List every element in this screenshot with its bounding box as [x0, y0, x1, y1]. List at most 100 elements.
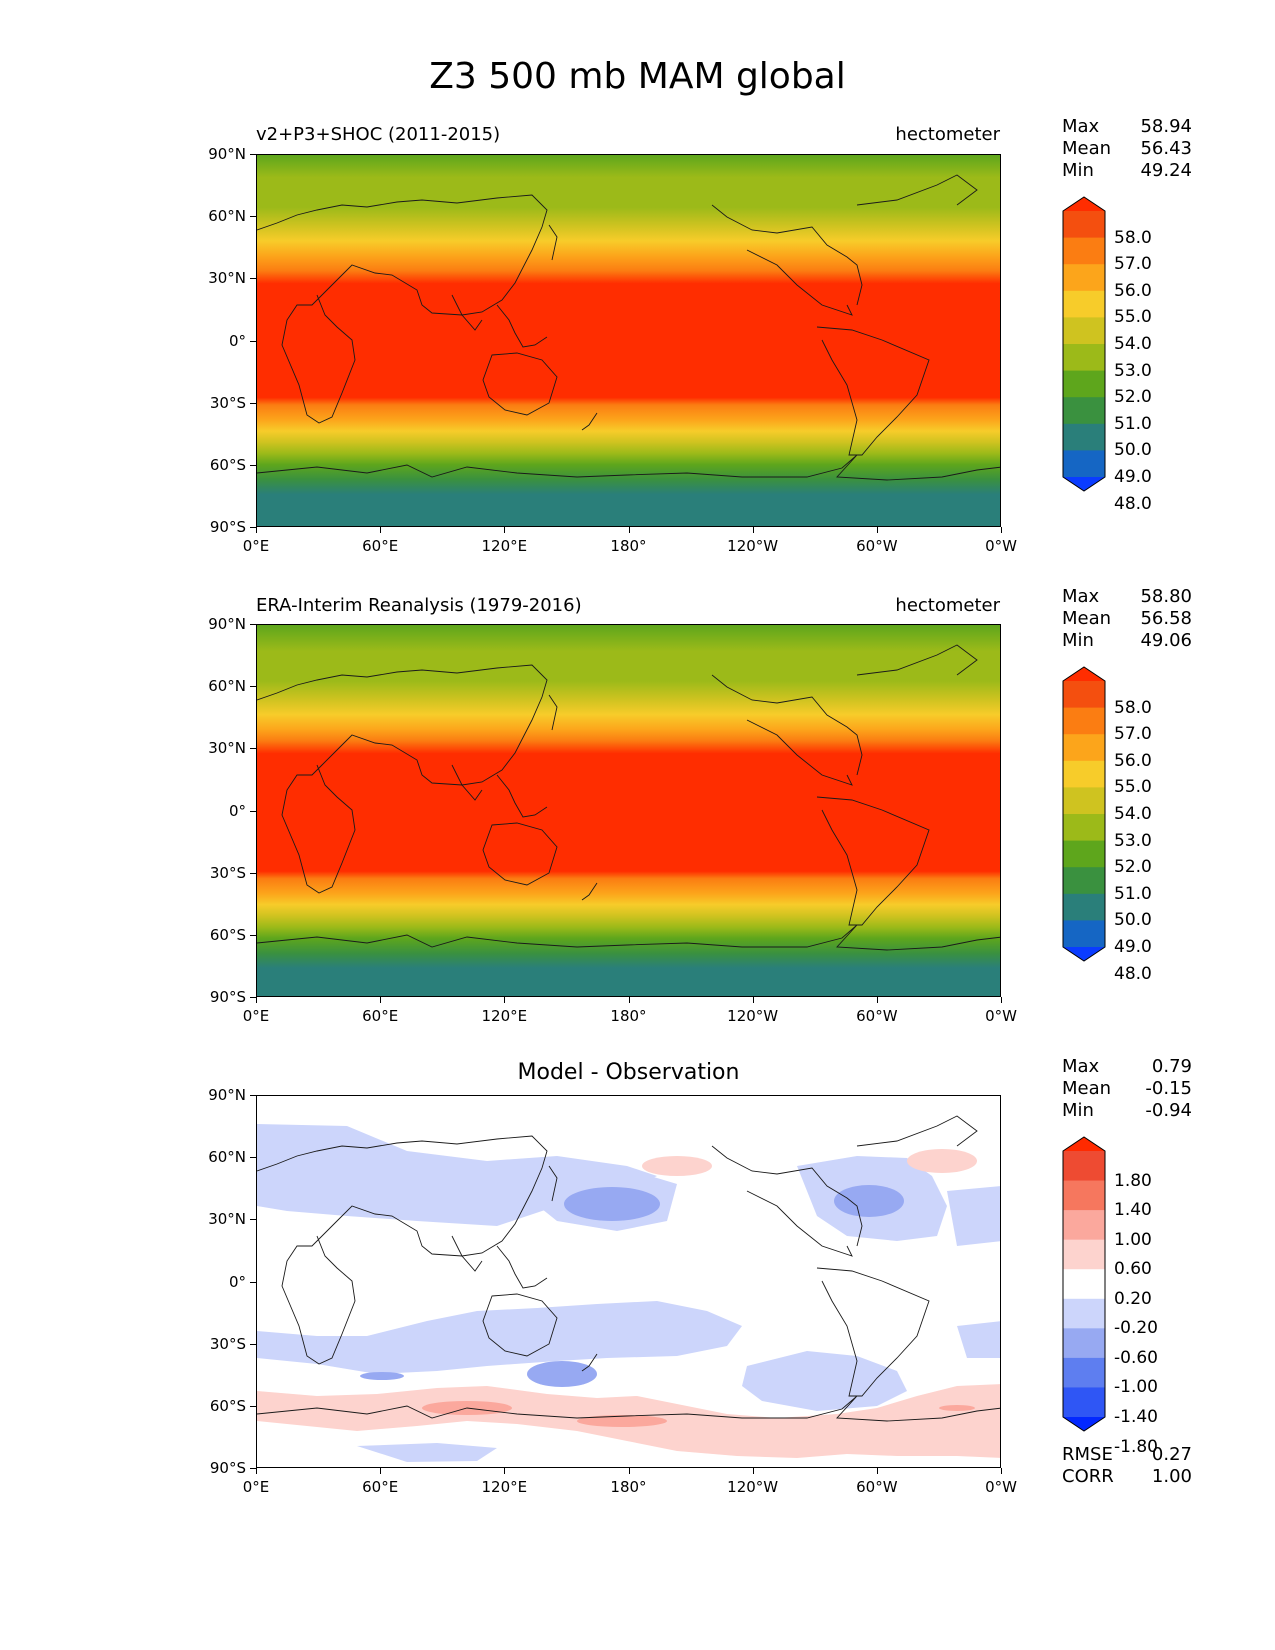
- coastlines: [257, 644, 1000, 951]
- lon-tick-mark: [752, 997, 754, 1003]
- lat-tick-label: 90°N: [208, 615, 246, 633]
- lon-tick-label: 0°E: [242, 537, 270, 555]
- lon-tick-mark: [628, 997, 630, 1003]
- colorbar-tick-label: 51.0: [1114, 883, 1152, 904]
- stat-value: 1.00: [1151, 1466, 1192, 1487]
- lat-tick-mark: [250, 872, 256, 874]
- lat-tick-label: 60°S: [209, 925, 246, 944]
- colorbar-tick-label: 58.0: [1114, 697, 1152, 718]
- lon-tick-label: 60°W: [856, 537, 898, 555]
- lat-tick-label: 90°N: [208, 145, 246, 163]
- lon-tick-mark: [628, 1468, 630, 1474]
- figure-title: Z3 500 mb MAM global: [429, 56, 846, 97]
- panel-diff-map: [256, 1095, 1001, 1468]
- colorbar-segment: [1063, 681, 1105, 709]
- colorbar-extend-max: [1063, 667, 1105, 681]
- colorbar-segment: [1063, 423, 1105, 451]
- colorbar-segment: [1063, 344, 1105, 372]
- lat-tick-mark: [250, 278, 256, 280]
- colorbar-tick-label: 1.80: [1114, 1170, 1152, 1191]
- panel-obs-units: hectometer: [895, 595, 1000, 616]
- lat-tick-label: 30°N: [208, 739, 246, 758]
- lat-tick-label: 30°S: [209, 393, 246, 412]
- stat-label: Min: [1062, 160, 1094, 181]
- stat-value: 58.94: [1140, 116, 1192, 137]
- lon-tick-mark: [504, 997, 506, 1003]
- lat-tick-label: 60°S: [209, 1396, 246, 1415]
- lat-tick-label: 30°N: [208, 1210, 246, 1229]
- lon-tick-mark: [752, 527, 754, 533]
- colorbar-tick-label: 58.0: [1114, 227, 1152, 248]
- lon-tick-mark: [504, 527, 506, 533]
- lat-tick-label: 90°N: [208, 1086, 246, 1104]
- lon-tick-label: 180°: [610, 537, 647, 555]
- lon-tick-mark: [380, 1468, 382, 1474]
- colorbar-tick-label: 48.0: [1114, 963, 1152, 984]
- panel-obs-map: [256, 624, 1001, 997]
- colorbar-tick-label: -0.60: [1114, 1347, 1158, 1368]
- lon-tick-mark: [752, 1468, 754, 1474]
- stat-value: 56.58: [1140, 608, 1192, 629]
- lat-tick-label: 90°S: [209, 518, 246, 536]
- colorbar-tick-label: 55.0: [1114, 777, 1152, 798]
- stat-value: 49.24: [1140, 160, 1192, 181]
- colorbar-segment: [1063, 760, 1105, 788]
- stat-label: RMSE: [1062, 1444, 1113, 1465]
- colorbar-tick-label: 1.00: [1114, 1229, 1152, 1250]
- lat-tick-mark: [250, 464, 256, 466]
- colorbar-tick-label: 54.0: [1114, 804, 1152, 824]
- panel-model-map: [256, 154, 1001, 527]
- lon-tick-label: 0°E: [242, 1007, 270, 1025]
- lon-tick-label: 120°W: [727, 537, 779, 555]
- lat-tick-mark: [250, 624, 256, 625]
- stats-obs: Max 58.80 Mean 56.58 Min 49.06: [1062, 586, 1192, 652]
- lon-tick-mark: [380, 997, 382, 1003]
- colorbar-extend-min: [1063, 947, 1105, 961]
- lat-tick-mark: [250, 1468, 256, 1469]
- colorbar-segment: [1063, 450, 1105, 478]
- lon-tick-mark: [380, 527, 382, 533]
- lon-tick-mark: [628, 527, 630, 533]
- colorbar-tick-label: 48.0: [1114, 493, 1152, 514]
- lon-tick-mark: [1001, 527, 1002, 533]
- lat-tick-mark: [250, 402, 256, 404]
- lat-tick-mark: [250, 216, 256, 218]
- colorbar-segment: [1063, 237, 1105, 265]
- lon-tick-mark: [256, 997, 257, 1003]
- lon-tick-label: 60°W: [856, 1478, 898, 1496]
- colorbar-segment: [1063, 867, 1105, 895]
- lat-tick-label: 30°S: [209, 1334, 246, 1353]
- lat-tick-label: 60°N: [208, 1148, 246, 1167]
- colorbar-tick-label: 50.0: [1114, 910, 1152, 931]
- colorbar-tick-label: 53.0: [1114, 830, 1152, 851]
- lon-tick-mark: [256, 527, 257, 533]
- colorbar-tick-label: 56.0: [1114, 750, 1152, 771]
- colorbar-tick-label: 55.0: [1114, 307, 1152, 328]
- colorbar-tick-label: 54.0: [1114, 334, 1152, 354]
- panel-model-units: hectometer: [895, 124, 1000, 145]
- lon-tick-label: 0°E: [242, 1478, 270, 1496]
- lat-tick-mark: [250, 1219, 256, 1221]
- colorbar-extend-min: [1063, 477, 1105, 491]
- colorbar-segment: [1063, 290, 1105, 318]
- lat-tick-mark: [250, 934, 256, 936]
- colorbar: [1062, 1136, 1106, 1432]
- lat-tick-mark: [250, 686, 256, 688]
- lat-tick-mark: [250, 997, 256, 998]
- lat-tick-mark: [250, 527, 256, 528]
- lat-tick-label: 30°S: [209, 863, 246, 882]
- lat-tick-label: 30°N: [208, 269, 246, 288]
- colorbar-tick-label: 1.40: [1114, 1200, 1152, 1221]
- lon-tick-label: 180°: [610, 1478, 647, 1496]
- lat-tick-mark: [250, 810, 256, 812]
- lon-tick-label: 120°E: [481, 1478, 528, 1496]
- lon-tick-label: 60°E: [362, 1478, 399, 1496]
- stat-label: Max: [1062, 116, 1100, 137]
- lat-tick-label: 60°S: [209, 455, 246, 474]
- lon-tick-mark: [876, 997, 878, 1003]
- colorbar: [1062, 196, 1106, 492]
- colorbar-tick-label: 52.0: [1114, 387, 1152, 408]
- stat-value: 0.27: [1151, 1444, 1192, 1465]
- colorbar-segment: [1063, 1357, 1105, 1388]
- colorbar-tick-label: 57.0: [1114, 254, 1152, 275]
